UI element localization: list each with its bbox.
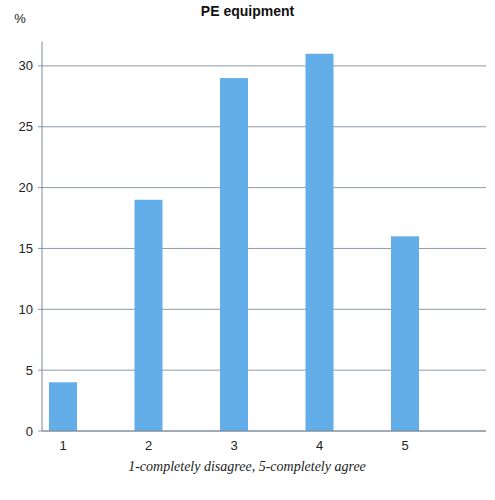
x-axis-label: 1-completely disagree, 5-completely agre… [128,459,366,474]
chart-root: 0 5 10 15 20 25 30 1 2 3 4 5 PE equipment% 1-complete… [0,0,495,500]
y-tick [38,309,42,310]
y-axis-label: % [14,11,26,26]
grid-line [42,370,486,371]
bar [306,54,334,431]
x-tick-label: 4 [316,438,323,453]
grid-line [42,126,486,127]
bar [49,382,77,431]
grid-line [42,187,486,188]
y-tick [38,370,42,371]
y-tick-label: 10 [19,302,33,317]
title: PE equipment [201,3,295,19]
y-tick-label: 20 [19,180,33,195]
bar [220,78,248,431]
bar [135,200,163,431]
y-tick [38,248,42,249]
grid-line [42,431,486,432]
grid-line [42,65,486,66]
grid [38,66,486,431]
background [0,0,495,500]
x-axis [42,431,486,432]
y-tick-label: 25 [19,119,33,134]
x-tick-label: 2 [145,438,152,453]
y-tick [38,431,42,432]
y-axis [42,42,43,431]
grid-line [42,309,486,310]
y-tick [38,187,42,188]
y-tick-label: 15 [19,241,33,256]
bars [49,54,419,431]
y-tick [38,126,42,127]
y-tick-label: 0 [26,424,33,439]
y-tick [38,65,42,66]
grid-line [42,248,486,249]
bar [391,236,419,431]
x-tick-label: 5 [401,438,408,453]
y-tick-label: 5 [26,363,33,378]
x-tick-label: 3 [230,438,237,453]
x-tick-label: 1 [59,438,66,453]
chart-svg: 0 5 10 15 20 25 30 1 2 3 4 5 PE equipment% 1-complete… [0,0,495,500]
y-tick-label: 30 [19,58,33,73]
